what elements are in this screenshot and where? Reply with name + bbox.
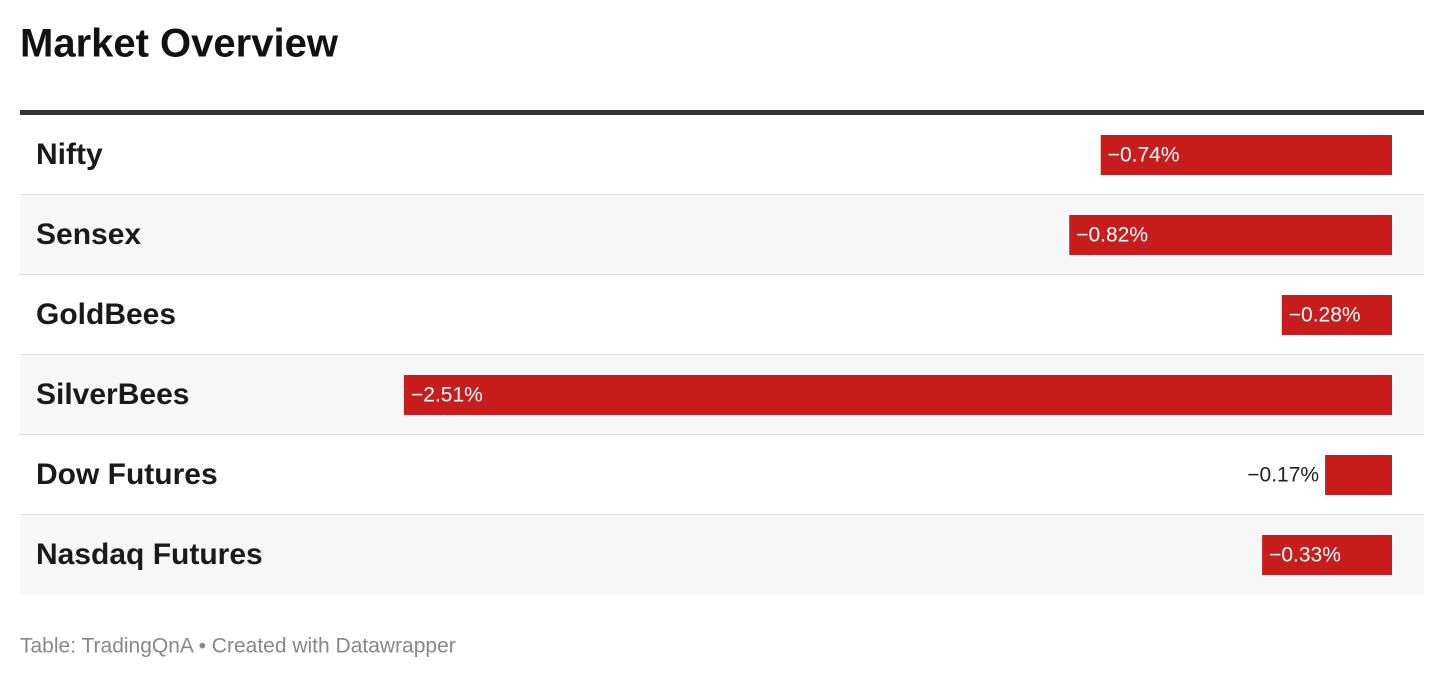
value-label: −2.51% [411, 384, 483, 407]
row-name: Nifty [36, 138, 103, 171]
bar [1262, 535, 1392, 575]
row-name: GoldBees [36, 298, 176, 331]
bar [1069, 215, 1392, 255]
row-bg [20, 275, 1424, 355]
bar [1100, 135, 1392, 175]
value-label: −0.33% [1269, 544, 1341, 567]
row-name: Sensex [36, 218, 141, 251]
row-name: SilverBees [36, 378, 189, 411]
row-divider [20, 354, 1424, 355]
value-label: −0.74% [1108, 144, 1180, 167]
bar [404, 375, 1392, 415]
row-divider [20, 434, 1424, 435]
row-bg [20, 435, 1424, 515]
row-divider [20, 514, 1424, 515]
bar [1325, 455, 1392, 495]
value-label: −0.17% [1247, 464, 1319, 487]
title: Market Overview [20, 22, 339, 66]
footer: Table: TradingQnA • Created with Datawra… [20, 635, 456, 658]
row-name: Dow Futures [36, 458, 218, 491]
row-name: Nasdaq Futures [36, 538, 263, 571]
row-bg [20, 515, 1424, 595]
row-divider [20, 194, 1424, 195]
rows: Nifty −0.74% Sensex −0.82% GoldBees −0.28% Sil… [20, 115, 1424, 595]
header-rule [20, 110, 1424, 115]
row-divider [20, 274, 1424, 275]
bar [1281, 295, 1392, 335]
value-label: −0.28% [1289, 304, 1361, 327]
value-label: −0.82% [1076, 224, 1148, 247]
